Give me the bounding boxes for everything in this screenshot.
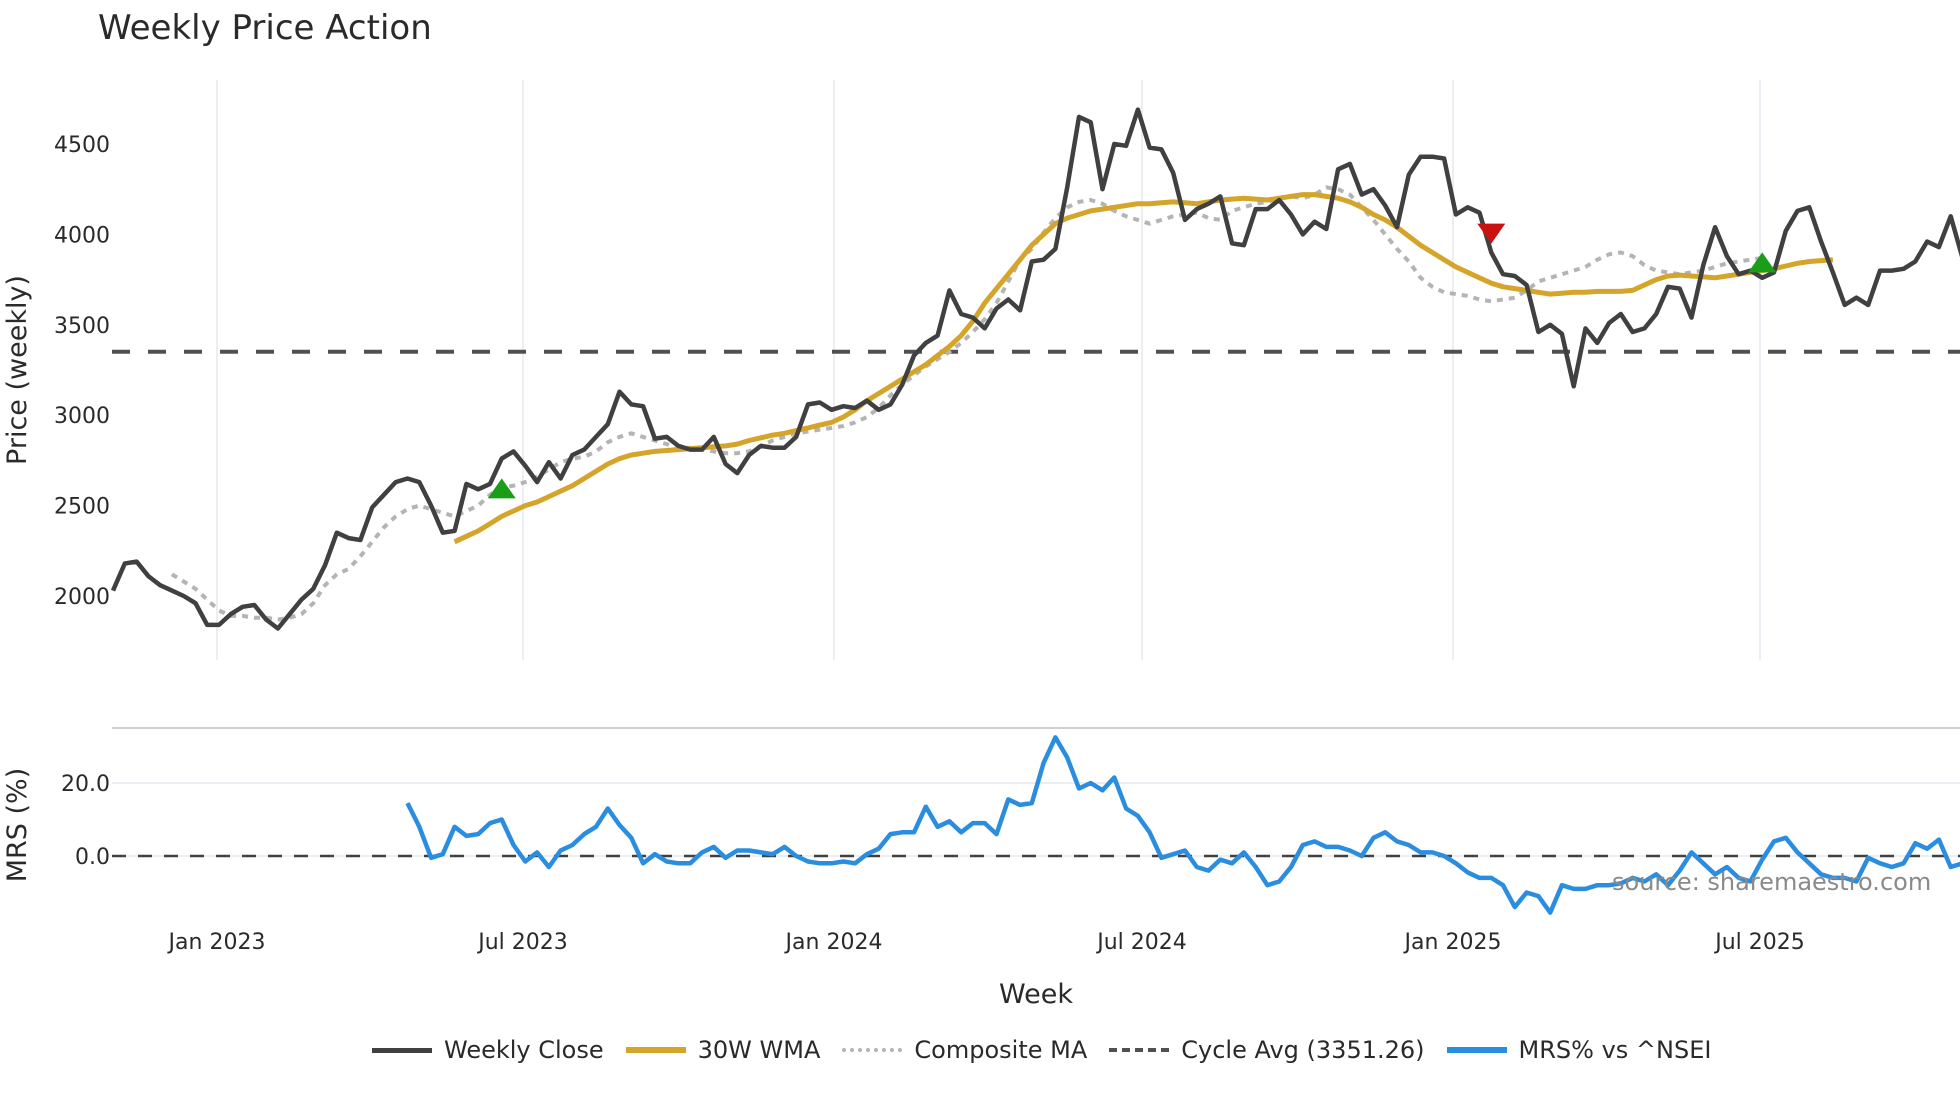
signal-markers [487,223,1777,499]
y-tick-label: 3500 [54,314,110,339]
legend-item-cycle[interactable]: Cycle Avg (3351.26) [1109,1036,1425,1064]
y-tick-label: 2500 [54,495,110,520]
vertical-gridlines [216,80,1761,660]
source-watermark: source: sharemaestro.com [1612,868,1932,896]
x-tick-label: Jan 2023 [167,930,266,955]
buy-signal-marker-icon [1748,252,1777,273]
legend-swatch-composite [842,1048,903,1052]
legend-label: MRS% vs ^NSEI [1518,1036,1712,1064]
price-y-axis-label: Price (weekly) [2,275,33,465]
legend-item-composite[interactable]: Composite MA [842,1036,1087,1064]
x-tick-label: Jul 2024 [1095,930,1187,955]
mrs-y-ticks: 0.0 20.0 [61,772,110,870]
x-axis-label: Week [999,979,1073,1010]
y-tick-label: 4500 [54,133,110,158]
chart-title: Weekly Price Action [98,8,432,48]
legend-label: Composite MA [914,1036,1088,1064]
legend: Weekly Close 30W WMA Composite MA Cycle … [372,1036,1733,1064]
weekly-close-line [110,107,1960,631]
wma-line [453,192,1834,545]
sell-signal-marker-icon [1477,223,1506,244]
mrs-line [405,735,1960,915]
y-tick-label: 3000 [54,404,110,429]
buy-signal-marker-icon [487,478,516,499]
legend-item-wma[interactable]: 30W WMA [625,1036,821,1064]
composite-ma-line [170,185,1763,622]
x-tick-label: Jul 2023 [476,930,568,955]
legend-label: 30W WMA [697,1036,821,1064]
legend-label: Cycle Avg (3351.26) [1181,1036,1425,1064]
legend-swatch-wma [625,1047,686,1053]
x-tick-label: Jan 2024 [784,930,883,955]
mrs-tick-label: 0.0 [75,845,110,870]
legend-item-close[interactable]: Weekly Close [372,1036,604,1064]
mrs-tick-label: 20.0 [61,772,110,797]
y-tick-label: 4000 [54,223,110,248]
x-tick-label: Jul 2025 [1713,930,1805,955]
legend-swatch-mrs [1446,1047,1507,1053]
price-y-ticks: 2000 2500 3000 3500 4000 4500 [54,133,110,610]
y-tick-label: 2000 [54,585,110,610]
legend-label: Weekly Close [444,1036,604,1064]
legend-swatch-cycle [1109,1048,1170,1052]
legend-item-mrs[interactable]: MRS% vs ^NSEI [1446,1036,1712,1064]
mrs-y-axis-label: MRS (%) [2,768,33,883]
legend-swatch-close [372,1047,432,1053]
x-tick-label: Jan 2025 [1403,930,1502,955]
x-axis-ticks: Jan 2023 Jul 2023 Jan 2024 Jul 2024 Jan 2025… [167,930,1805,955]
